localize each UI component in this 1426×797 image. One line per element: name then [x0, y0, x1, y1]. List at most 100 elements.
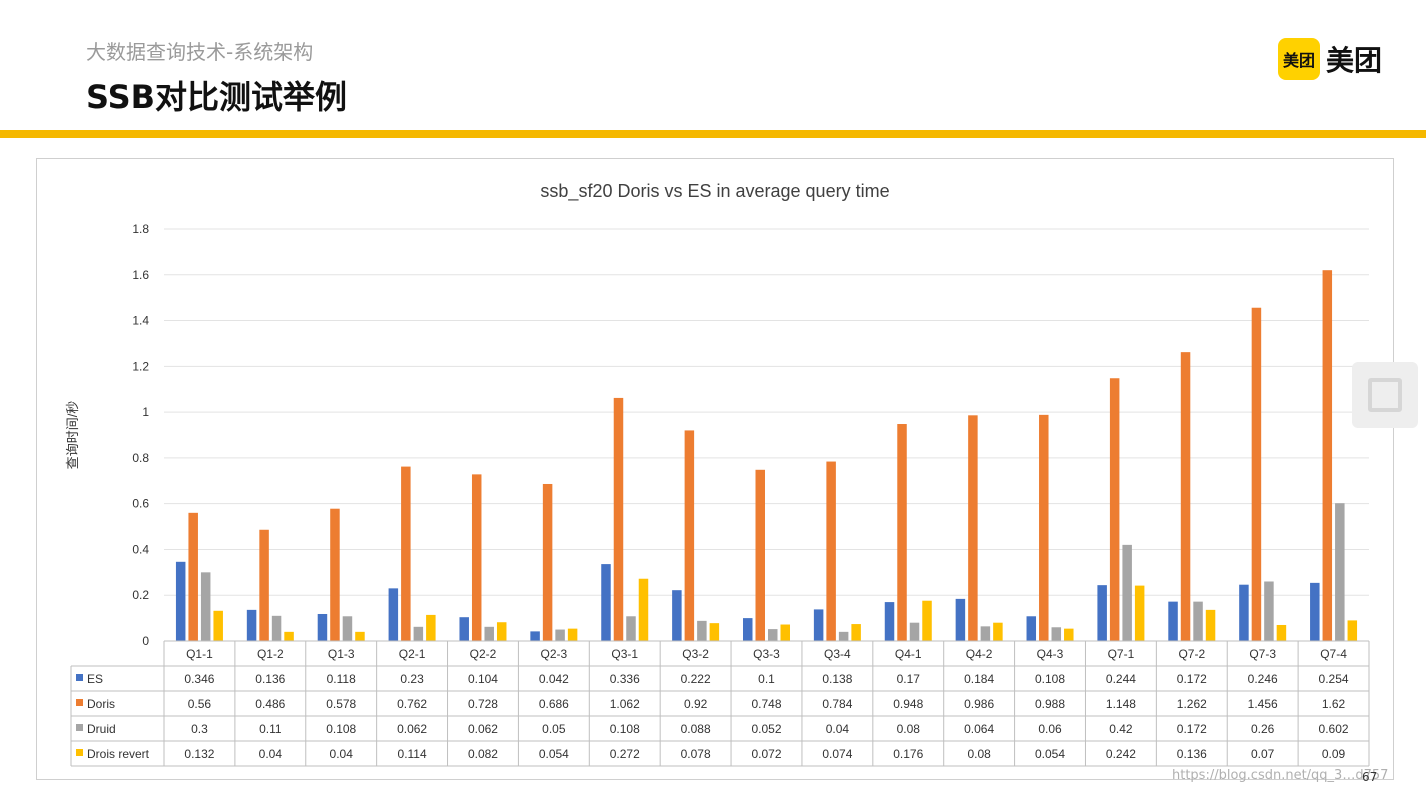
- logo-box: 美团: [1278, 38, 1320, 80]
- data-label: 0.948: [893, 697, 923, 711]
- legend-swatch-druid: [76, 724, 83, 731]
- data-label: 0.072: [751, 747, 781, 761]
- data-label: 0.578: [326, 697, 356, 711]
- y-tick-label: 1.2: [132, 359, 149, 373]
- legend-entry: Doris: [87, 697, 115, 711]
- data-label: 0.92: [684, 697, 708, 711]
- data-label: 0.26: [1251, 722, 1275, 736]
- section-subtitle: 大数据查询技术-系统架构: [86, 40, 314, 64]
- page-title: SSB对比测试举例: [86, 78, 348, 116]
- data-label: 0.04: [259, 747, 283, 761]
- bar-es: [459, 617, 469, 641]
- bar-es: [1026, 616, 1037, 641]
- data-label: 0.988: [1035, 697, 1065, 711]
- data-label: 0.17: [897, 672, 921, 686]
- data-label: 0.064: [964, 722, 994, 736]
- data-label: 0.1: [758, 672, 775, 686]
- bar-drois-revert: [709, 623, 720, 641]
- data-label: 1.456: [1248, 697, 1278, 711]
- bar-doris: [613, 397, 624, 641]
- bar-es: [743, 618, 753, 641]
- data-label: 1.148: [1106, 697, 1136, 711]
- x-tick-label: Q1-3: [328, 647, 355, 661]
- data-label: 0.108: [326, 722, 356, 736]
- bar-drois-revert: [922, 600, 932, 641]
- logo-text: 美团: [1326, 44, 1383, 77]
- bar-es: [1168, 601, 1178, 641]
- data-label: 0.042: [539, 672, 569, 686]
- bar-es: [388, 588, 399, 641]
- data-label: 0.172: [1177, 722, 1207, 736]
- bar-drois-revert: [851, 624, 861, 641]
- y-tick-label: 1.6: [132, 268, 149, 282]
- data-label: 0.272: [610, 747, 640, 761]
- y-tick-label: 0.6: [132, 497, 149, 511]
- data-label: 0.222: [681, 672, 711, 686]
- legend-swatch-es: [76, 674, 83, 681]
- data-label: 0.054: [1035, 747, 1065, 761]
- data-label: 0.784: [822, 697, 852, 711]
- bar-drois-revert: [496, 622, 507, 641]
- x-tick-label: Q3-2: [682, 647, 709, 661]
- data-label: 1.062: [610, 697, 640, 711]
- bar-druid: [271, 615, 282, 641]
- bar-es: [1310, 582, 1320, 641]
- x-tick-label: Q7-3: [1249, 647, 1276, 661]
- data-label: 0.486: [255, 697, 285, 711]
- bar-es: [175, 561, 186, 641]
- legend-entry: Druid: [87, 722, 116, 736]
- bar-doris: [330, 508, 340, 641]
- bar-doris: [1322, 270, 1333, 641]
- bar-druid: [768, 629, 778, 641]
- bar-drois-revert: [638, 578, 649, 641]
- x-tick-label: Q3-4: [824, 647, 851, 661]
- bar-druid: [555, 629, 565, 641]
- y-tick-label: 0: [142, 634, 149, 648]
- bar-druid: [909, 622, 920, 641]
- data-label: 0.176: [893, 747, 923, 761]
- bar-druid: [838, 631, 849, 641]
- bar-druid: [1193, 601, 1203, 641]
- data-label: 0.686: [539, 697, 569, 711]
- x-tick-label: Q7-2: [1178, 647, 1205, 661]
- x-tick-label: Q2-1: [399, 647, 426, 661]
- header-divider: [0, 130, 1426, 138]
- chart-frame: ssb_sf20 Doris vs ES in average query ti…: [36, 158, 1394, 780]
- bar-drois-revert: [1276, 624, 1287, 641]
- data-label: 0.08: [897, 722, 921, 736]
- legend-swatch-doris: [76, 699, 83, 706]
- data-label: 0.104: [468, 672, 498, 686]
- data-label: 0.254: [1319, 672, 1349, 686]
- bar-drois-revert: [1205, 609, 1216, 641]
- bar-drois-revert: [284, 631, 294, 641]
- bar-druid: [484, 626, 494, 641]
- bar-drois-revert: [567, 628, 578, 641]
- data-label: 0.114: [398, 747, 427, 761]
- data-label: 0.762: [397, 697, 427, 711]
- x-tick-label: Q2-3: [541, 647, 568, 661]
- bar-druid: [413, 626, 424, 641]
- bar-es: [1097, 585, 1107, 641]
- data-label: 0.184: [964, 672, 994, 686]
- data-label: 0.088: [681, 722, 711, 736]
- bar-es: [530, 631, 540, 641]
- side-tool-icon[interactable]: [1352, 362, 1418, 428]
- data-label: 0.11: [259, 722, 282, 736]
- data-label: 0.56: [188, 697, 212, 711]
- bar-druid: [1335, 503, 1345, 641]
- bar-drois-revert: [355, 631, 365, 641]
- data-label: 0.062: [468, 722, 498, 736]
- bar-doris: [1180, 352, 1191, 641]
- y-tick-label: 1: [142, 405, 149, 419]
- y-tick-label: 0.8: [132, 451, 149, 465]
- x-tick-label: Q7-4: [1320, 647, 1347, 661]
- y-tick-label: 1.4: [132, 314, 149, 328]
- bar-doris: [897, 424, 907, 641]
- bar-druid: [1122, 544, 1132, 641]
- x-tick-label: Q4-3: [1037, 647, 1064, 661]
- bar-doris: [401, 466, 411, 641]
- bar-druid: [697, 620, 707, 641]
- x-tick-label: Q1-1: [186, 647, 213, 661]
- bar-es: [955, 598, 966, 641]
- bar-es: [246, 609, 257, 641]
